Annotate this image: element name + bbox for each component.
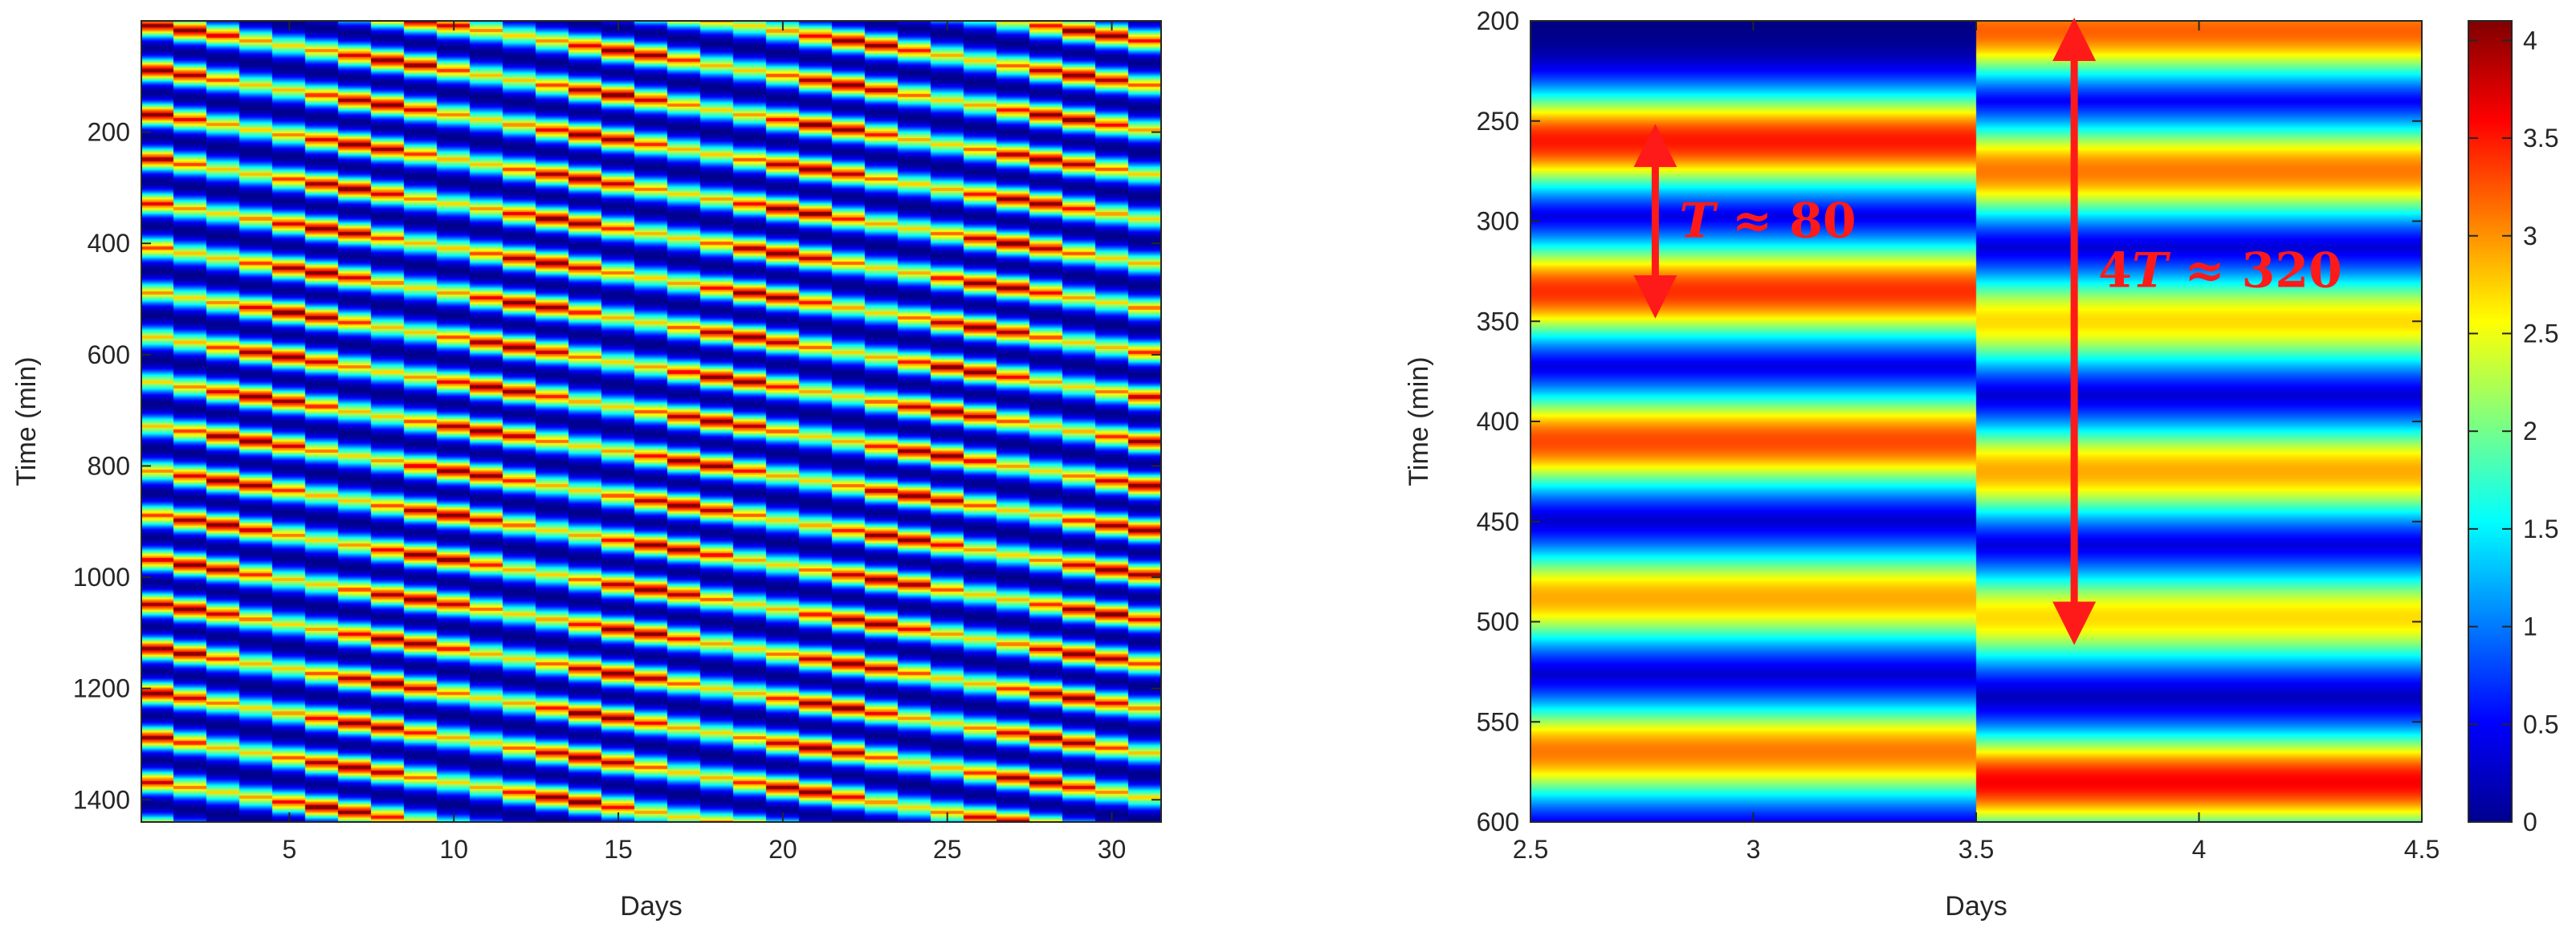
left-y-tick-label: 800 bbox=[88, 451, 130, 480]
right-y-tick-label: 450 bbox=[1477, 507, 1519, 536]
colorbar-tick-label: 4 bbox=[2523, 26, 2537, 55]
colorbar-tick-label: 2 bbox=[2523, 417, 2537, 446]
left-x-tick-label: 25 bbox=[933, 835, 962, 864]
right-y-tick-label: 500 bbox=[1477, 608, 1519, 637]
left-x-ticks: 5 10 15 20 25 30 bbox=[282, 21, 1126, 864]
colorbar-gradient bbox=[2468, 20, 2513, 823]
right-x-axis-label: Days bbox=[1945, 891, 2007, 922]
left-x-tick-label: 5 bbox=[282, 835, 296, 864]
colorbar-tick-label: 1.5 bbox=[2523, 515, 2558, 543]
left-x-tick-label: 20 bbox=[768, 835, 797, 864]
left-plot-frame bbox=[141, 20, 1162, 823]
right-y-tick-label: 550 bbox=[1477, 707, 1519, 736]
colorbar-tick-label: 3 bbox=[2523, 222, 2537, 250]
left-x-tick-label: 15 bbox=[604, 835, 633, 864]
left-y-tick-label: 400 bbox=[88, 229, 130, 258]
colorbar-tick-label: 1 bbox=[2523, 612, 2537, 641]
right-x-tick-label: 2.5 bbox=[1513, 835, 1548, 864]
right-x-tick-label: 4.5 bbox=[2404, 835, 2439, 864]
right-y-axis-label: Time (min) bbox=[1404, 356, 1434, 486]
colorbar-tick-label: 2.5 bbox=[2523, 319, 2558, 348]
left-y-ticks: 200 400 600 800 1000 1200 1400 bbox=[73, 118, 1161, 814]
left-y-tick-label: 1000 bbox=[73, 563, 130, 592]
left-heatmap-panel: 5 10 15 20 25 30 200 400 600 800 1000 1200 1400 Day… bbox=[11, 20, 1162, 922]
colorbar-tick-label: 0.5 bbox=[2523, 710, 2558, 739]
left-y-tick-label: 600 bbox=[88, 340, 130, 369]
left-heatmap-image bbox=[141, 21, 1161, 822]
left-x-tick-label: 30 bbox=[1098, 835, 1127, 864]
right-x-ticks: 2.5 3 3.5 4 4.5 bbox=[1513, 21, 2439, 864]
left-y-axis-label: Time (min) bbox=[11, 356, 42, 486]
right-y-tick-label: 250 bbox=[1477, 107, 1519, 136]
right-y-ticks: 200 250 300 350 400 450 500 550 600 bbox=[1477, 6, 2422, 836]
right-y-tick-label: 350 bbox=[1477, 307, 1519, 336]
right-x-tick-label: 3 bbox=[1747, 835, 1761, 864]
period-annotations: T ≈ 80 4T ≈ 320 bbox=[1633, 17, 2342, 645]
annotation-label: 4T ≈ 320 bbox=[2098, 243, 2342, 299]
right-x-tick-label: 4 bbox=[2192, 835, 2207, 864]
right-heatmap-panel: 2.5 3 3.5 4 4.5 200250300350400450500550600 … bbox=[1404, 6, 2439, 922]
left-y-tick-label: 1200 bbox=[73, 674, 130, 703]
right-y-tick-label: 300 bbox=[1477, 207, 1519, 236]
colorbar: 0 0.5 1 1.5 2 2.5 3 3.5 4 bbox=[2468, 20, 2558, 836]
left-y-tick-label: 200 bbox=[88, 118, 130, 147]
left-x-axis-label: Days bbox=[620, 891, 682, 922]
colorbar-ticks: 0 0.5 1 1.5 2 2.5 3 3.5 4 bbox=[2468, 26, 2558, 836]
left-y-tick-label: 1400 bbox=[73, 785, 130, 814]
right-y-tick-label: 400 bbox=[1477, 407, 1519, 436]
annotation-label: T ≈ 80 bbox=[1679, 193, 1856, 250]
right-x-tick-label: 3.5 bbox=[1958, 835, 1994, 864]
colorbar-tick-label: 3.5 bbox=[2523, 124, 2558, 153]
right-heatmap-image bbox=[1531, 21, 2422, 822]
right-y-tick-label: 200 bbox=[1477, 6, 1519, 35]
colorbar-tick-label: 0 bbox=[2523, 808, 2537, 836]
left-x-tick-label: 10 bbox=[439, 835, 468, 864]
right-y-tick-label: 600 bbox=[1477, 808, 1519, 836]
